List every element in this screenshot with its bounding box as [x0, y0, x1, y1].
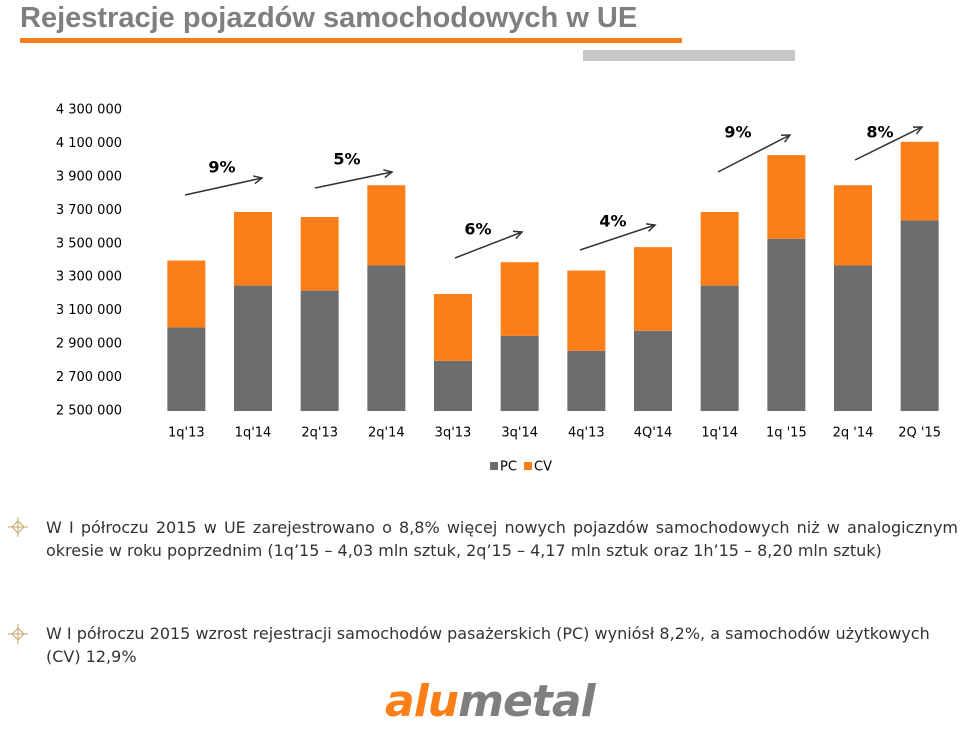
y-tick-label: 3 500 000	[56, 236, 122, 251]
bar-segment	[767, 155, 806, 239]
y-tick-label: 3 700 000	[56, 203, 122, 218]
annotation: 9%	[724, 123, 751, 142]
y-tick-label: 3 300 000	[56, 270, 122, 285]
arrow	[184, 177, 263, 196]
bar-segment	[434, 293, 472, 361]
bar-segment	[700, 212, 739, 286]
y-tick-label: 4 100 000	[56, 136, 122, 151]
arrow	[314, 171, 393, 189]
bar-segment	[167, 327, 206, 411]
annotation: 9%	[208, 158, 235, 177]
bar-segment	[500, 262, 539, 336]
annotation: 8%	[866, 123, 893, 142]
bullet-text: W I półroczu 2015 w UE zarejestrowano o …	[46, 518, 958, 560]
bar-segment	[767, 238, 806, 411]
arrow	[579, 224, 656, 251]
title: Rejestracje pojazdów samochodowych w UE	[20, 2, 638, 34]
bullet-icon	[8, 517, 28, 644]
bar-segment	[300, 217, 339, 291]
legend-label: CV	[534, 460, 552, 475]
arrow-head	[253, 175, 264, 185]
bar-segment	[900, 220, 939, 411]
bar-segment	[834, 185, 872, 266]
legend-label: PC	[500, 460, 517, 475]
bar-segment	[367, 265, 406, 411]
bar-segment	[700, 285, 739, 411]
bar-segment	[634, 330, 672, 411]
bar-segment	[434, 360, 472, 411]
bar-segment	[500, 335, 539, 411]
arrow-head	[645, 223, 657, 232]
arrow	[454, 231, 523, 259]
y-tick-label: 4 300 000	[56, 103, 122, 118]
x-tick-label: 1q'13	[168, 426, 205, 441]
x-tick-label: 3q'14	[501, 426, 538, 441]
bar-segment	[367, 185, 406, 266]
x-tick-label: 1q '15	[766, 426, 807, 441]
x-tick-label: 2q '14	[833, 426, 874, 441]
legend-swatch	[524, 462, 532, 470]
annotation: 6%	[464, 220, 491, 239]
bar-segment	[167, 260, 206, 328]
y-tick-label: 2 500 000	[56, 404, 122, 419]
bar-segment	[300, 290, 339, 411]
logo-part: alu	[385, 676, 459, 727]
x-tick-label: 1q'14	[235, 426, 272, 441]
bar-segment	[834, 265, 872, 411]
arrow	[854, 126, 923, 161]
bullet-text: W I półroczu 2015 wzrost rejestracji sam…	[46, 624, 930, 666]
title-bar	[583, 50, 795, 61]
y-tick-label: 2 900 000	[56, 337, 122, 352]
y-tick-label: 2 700 000	[56, 370, 122, 385]
arrow-head	[512, 230, 524, 240]
logo: alumetal	[385, 676, 596, 727]
arrow-head	[383, 169, 394, 179]
legend-swatch	[490, 462, 498, 470]
annotation: 4%	[599, 212, 626, 231]
x-tick-label: 1q'14	[701, 426, 738, 441]
x-tick-label: 2q'14	[368, 426, 405, 441]
title-underline	[20, 38, 682, 43]
x-tick-label: 2Q '15	[898, 426, 941, 441]
arrow-head	[912, 126, 924, 135]
logo-part: metal	[458, 676, 595, 727]
bar-segment	[567, 350, 606, 411]
x-tick-label: 2q'13	[301, 426, 338, 441]
y-tick-label: 3 100 000	[56, 303, 122, 318]
bar-segment	[900, 141, 939, 221]
arrow-head	[780, 134, 792, 143]
bar-segment	[634, 247, 672, 331]
y-tick-label: 3 900 000	[56, 169, 122, 184]
annotation: 5%	[333, 150, 360, 169]
bar-segment	[567, 270, 606, 351]
x-tick-label: 3q'13	[435, 426, 472, 441]
x-tick-label: 4Q'14	[634, 426, 673, 441]
x-tick-label: 4q'13	[568, 426, 605, 441]
bar-segment	[234, 212, 272, 286]
arrow	[717, 134, 791, 173]
bar-segment	[234, 285, 272, 411]
